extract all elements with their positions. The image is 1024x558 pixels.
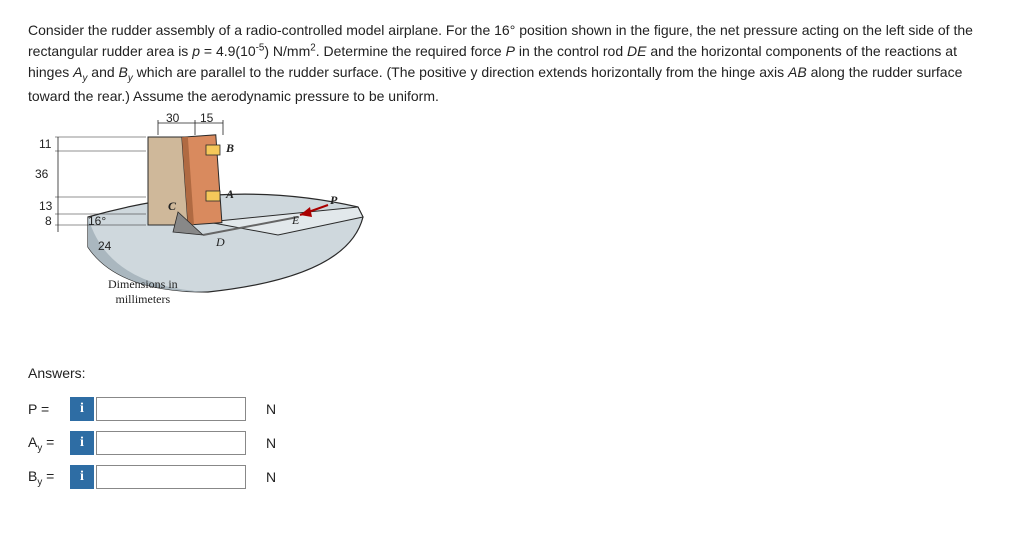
text-fragment: which are parallel to the rudder surface… (133, 64, 788, 80)
label-sub: y (37, 476, 42, 487)
dim-16: 16° (88, 214, 106, 228)
dim-11: 11 (39, 137, 51, 151)
answer-label-By: By = (28, 468, 70, 488)
eq: = (46, 468, 54, 484)
dim-8: 8 (45, 214, 52, 228)
hinge-a (206, 191, 220, 201)
var-B: B (119, 64, 128, 80)
var-p: p (192, 43, 200, 59)
var-DE: DE (627, 43, 646, 59)
answer-row-Ay: Ay = i N (28, 431, 996, 455)
label-D: D (216, 235, 225, 250)
answer-row-By: By = i N (28, 465, 996, 489)
dim-30: 30 (166, 111, 179, 125)
figure: 30 15 11 36 13 8 16° 24 B A C D E P Dime… (28, 117, 368, 337)
text-fragment: ) N/mm (264, 43, 310, 59)
label-P: P (330, 193, 337, 208)
unit-N: N (266, 401, 286, 417)
label-pre: A (28, 434, 37, 450)
text-fragment: = 4.9(10 (200, 43, 256, 59)
unit-N: N (266, 469, 286, 485)
hinge-b (206, 145, 220, 155)
caption-line2: millimeters (108, 292, 178, 306)
text-fragment: . Determine the required force (316, 43, 506, 59)
info-icon[interactable]: i (70, 431, 94, 455)
label-B: B (226, 141, 234, 156)
info-icon[interactable]: i (70, 397, 94, 421)
dim-13: 13 (39, 199, 52, 213)
eq: = (41, 401, 49, 417)
caption-line1: Dimensions in (108, 277, 178, 291)
text-fragment: and (87, 64, 118, 80)
answers-heading: Answers: (28, 365, 996, 381)
unit-N: N (266, 435, 286, 451)
figure-caption: Dimensions in millimeters (108, 277, 178, 306)
dim-15: 15 (200, 111, 213, 125)
var-A: A (73, 64, 82, 80)
label-E: E (292, 213, 299, 228)
answer-label-P: P = (28, 401, 70, 417)
var-P: P (506, 43, 515, 59)
answer-row-P: P = i N (28, 397, 996, 421)
answer-input-P[interactable] (96, 397, 246, 421)
answer-input-By[interactable] (96, 465, 246, 489)
text-fragment: in the control rod (515, 43, 627, 59)
dim-24: 24 (98, 239, 111, 253)
label-C: C (168, 199, 176, 214)
var-AB: AB (788, 64, 807, 80)
dim-36: 36 (35, 167, 48, 181)
eq: = (46, 434, 54, 450)
label-A: A (226, 187, 234, 202)
figure-svg (28, 117, 368, 337)
label-sub: y (37, 442, 42, 453)
label-pre: B (28, 468, 37, 484)
label-pre: P (28, 401, 37, 417)
answer-label-Ay: Ay = (28, 434, 70, 454)
answer-input-Ay[interactable] (96, 431, 246, 455)
info-icon[interactable]: i (70, 465, 94, 489)
problem-text: Consider the rudder assembly of a radio-… (28, 20, 988, 107)
